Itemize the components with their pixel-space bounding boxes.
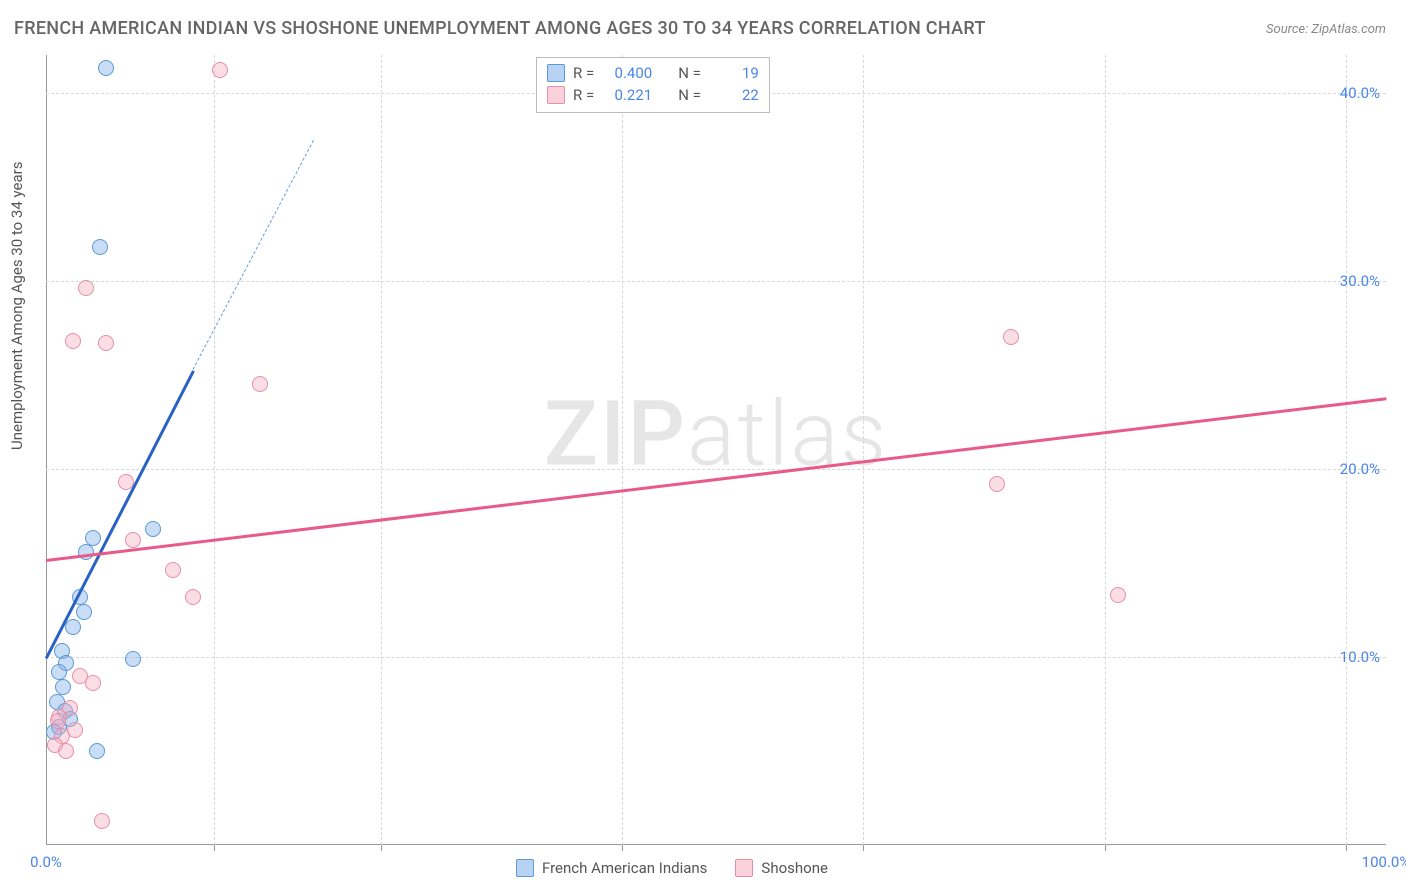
x-tick-label: 0.0% <box>30 853 62 871</box>
grid-line-v <box>1346 55 1347 845</box>
data-point <box>51 664 67 680</box>
swatch-blue <box>547 64 565 82</box>
legend-item-pink: Shoshone <box>735 859 828 877</box>
grid-line-h <box>46 281 1386 282</box>
legend-item-blue: French American Indians <box>516 859 707 877</box>
grid-line-v <box>1105 55 1106 845</box>
chart-title: FRENCH AMERICAN INDIAN VS SHOSHONE UNEMP… <box>14 18 986 39</box>
grid-line-h <box>46 657 1386 658</box>
grid-line-v <box>214 55 215 845</box>
grid-line-v <box>863 55 864 845</box>
x-tick-label: 100.0% <box>1362 853 1406 871</box>
stats-row-blue: R = 0.400 N = 19 <box>547 62 759 84</box>
r-value: 0.400 <box>602 64 652 82</box>
stats-legend-box: R = 0.400 N = 19 R = 0.221 N = 22 <box>536 57 770 113</box>
chart-plot-area: ZIPatlas 10.0%20.0%30.0%40.0% 0.0%100.0%… <box>46 55 1386 845</box>
data-point <box>185 589 201 605</box>
r-value: 0.221 <box>602 86 652 104</box>
watermark: ZIPatlas <box>544 382 889 487</box>
swatch-blue <box>516 859 534 877</box>
trend-line <box>46 397 1386 561</box>
grid-line-h <box>46 469 1386 470</box>
trend-line <box>45 370 195 659</box>
data-point <box>94 813 110 829</box>
n-label: N = <box>678 64 701 82</box>
x-axis-line <box>46 844 1386 845</box>
data-point <box>85 675 101 691</box>
grid-line-v <box>381 55 382 845</box>
y-tick-label: 30.0% <box>1340 272 1380 290</box>
watermark-bold: ZIP <box>544 382 687 487</box>
data-point <box>212 62 228 78</box>
data-point <box>252 376 268 392</box>
data-point <box>89 743 105 759</box>
data-point <box>98 60 114 76</box>
y-axis-label: Unemployment Among Ages 30 to 34 years <box>8 162 26 450</box>
data-point <box>65 619 81 635</box>
y-tick-label: 10.0% <box>1340 648 1380 666</box>
n-value: 22 <box>709 86 759 104</box>
legend-label: French American Indians <box>542 859 707 877</box>
source-attribution: Source: ZipAtlas.com <box>1266 22 1386 37</box>
r-label: R = <box>573 64 594 82</box>
data-point <box>145 521 161 537</box>
data-point <box>125 532 141 548</box>
y-tick-label: 40.0% <box>1340 84 1380 102</box>
data-point <box>76 604 92 620</box>
data-point <box>55 679 71 695</box>
data-point <box>165 562 181 578</box>
n-label: N = <box>678 86 701 104</box>
swatch-pink <box>547 86 565 104</box>
data-point <box>98 335 114 351</box>
stats-row-pink: R = 0.221 N = 22 <box>547 84 759 106</box>
grid-line-v <box>622 55 623 845</box>
data-point <box>58 743 74 759</box>
n-value: 19 <box>709 64 759 82</box>
data-point <box>92 239 108 255</box>
data-point <box>65 333 81 349</box>
data-point <box>50 713 66 729</box>
swatch-pink <box>735 859 753 877</box>
data-point <box>989 476 1005 492</box>
data-point <box>78 280 94 296</box>
r-label: R = <box>573 86 594 104</box>
data-point <box>125 651 141 667</box>
y-tick-label: 20.0% <box>1340 460 1380 478</box>
trend-line-dashed <box>193 140 314 370</box>
data-point <box>1003 329 1019 345</box>
legend-label: Shoshone <box>761 859 828 877</box>
bottom-legend: French American Indians Shoshone <box>516 859 828 877</box>
data-point <box>1110 587 1126 603</box>
